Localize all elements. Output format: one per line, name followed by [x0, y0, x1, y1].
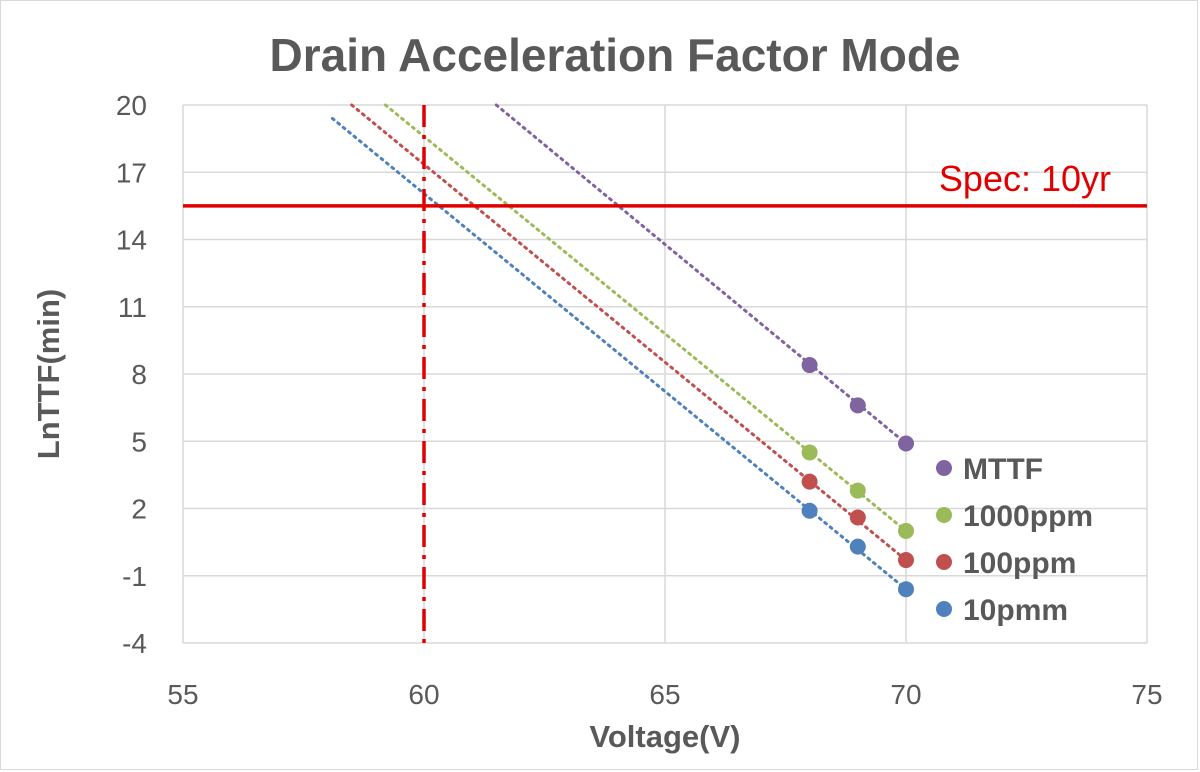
legend-label-10pmm: 10pmm	[963, 594, 1068, 627]
x-tick-label-55: 55	[167, 679, 198, 710]
point-10pmm-70	[898, 581, 914, 598]
x-tick-label-75: 75	[1131, 679, 1162, 710]
y-tick-label-5: 5	[131, 426, 147, 457]
legend: MTTF 1000ppm 100ppm 10pmm	[936, 453, 1093, 627]
chart-title: Drain Acceleration Factor Mode	[269, 29, 960, 81]
point-mttf-68	[801, 357, 818, 374]
legend-marker-mttf	[936, 460, 952, 476]
point-100ppm-69	[849, 509, 866, 526]
y-tick-label-11: 11	[118, 292, 147, 323]
x-tick-label-65: 65	[649, 679, 680, 710]
point-10pmm-69	[849, 538, 866, 555]
spec-line-label: Spec: 10yr	[939, 158, 1111, 199]
legend-marker-100ppm	[936, 554, 952, 570]
point-100ppm-70	[898, 552, 914, 569]
point-mttf-70	[898, 435, 914, 452]
data-points	[801, 357, 914, 598]
legend-label-100ppm: 100ppm	[963, 547, 1076, 580]
legend-marker-1000ppm	[936, 507, 952, 523]
y-tick-label-1: -1	[122, 561, 147, 592]
y-tick-labels: 20 17 14 11 8 5 2 -1 -4	[116, 90, 147, 659]
y-tick-label-17: 17	[116, 157, 147, 188]
point-1000ppm-69	[849, 482, 866, 499]
y-tick-label-8: 8	[131, 359, 147, 390]
point-1000ppm-68	[801, 444, 818, 461]
trendline-100ppm	[350, 103, 908, 562]
point-1000ppm-70	[898, 522, 914, 539]
x-axis-title: Voltage(V)	[590, 719, 741, 754]
legend-label-1000ppm: 1000ppm	[963, 500, 1093, 533]
y-tick-label-20: 20	[116, 90, 147, 121]
point-10pmm-68	[801, 502, 818, 519]
x-tick-labels: 55 60 65 70 75	[167, 679, 1162, 710]
point-100ppm-68	[801, 473, 818, 490]
legend-label-mttf: MTTF	[963, 453, 1043, 486]
y-tick-label-14: 14	[116, 225, 147, 256]
trendline-mttf	[494, 103, 908, 445]
trendlines	[330, 103, 908, 591]
reference-lines	[183, 105, 1147, 643]
y-axis-title: LnTTF(min)	[31, 289, 66, 459]
trendline-10pmm	[330, 116, 908, 591]
legend-marker-10pmm	[936, 601, 952, 617]
y-tick-label-4: -4	[122, 628, 147, 659]
x-tick-label-60: 60	[408, 679, 439, 710]
x-tick-label-70: 70	[890, 679, 921, 710]
y-tick-label-2: 2	[131, 494, 147, 525]
trendline-1000ppm	[383, 103, 908, 533]
point-mttf-69	[849, 397, 866, 414]
